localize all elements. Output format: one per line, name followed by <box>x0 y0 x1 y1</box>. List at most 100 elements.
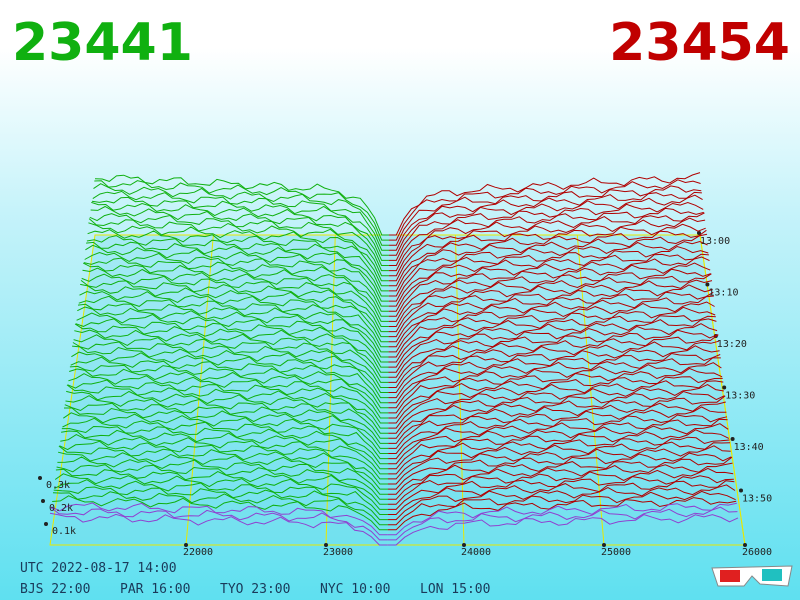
utc-time: UTC 2022-08-17 14:00 <box>20 561 177 576</box>
ask-depth-line <box>388 357 721 404</box>
ask-depth-line <box>388 334 719 383</box>
ask-depth-line <box>388 273 712 327</box>
bid-depth-line <box>75 318 389 368</box>
ask-depth-line <box>387 514 739 546</box>
time-tick-label: 13:00 <box>700 236 730 247</box>
ask-depth-line <box>388 390 725 434</box>
bid-depth-line <box>71 351 389 399</box>
depth-tick-label: 0.1k <box>52 526 76 537</box>
ask-depth-line <box>388 329 718 378</box>
ask-depth-line <box>388 223 706 282</box>
bid-depth-line <box>88 218 389 277</box>
ask-depth-line <box>388 462 733 500</box>
ask-price: 23454 <box>609 13 790 73</box>
bid-price: 23441 <box>12 13 193 73</box>
time-tick-label: 13:50 <box>742 494 772 505</box>
bid-depth-line <box>82 262 389 317</box>
tick-dot <box>730 437 735 441</box>
tick-dot <box>743 543 747 547</box>
time-tick-label: 13:30 <box>725 391 755 402</box>
bid-depth-line <box>60 434 389 475</box>
ask-depth-line <box>388 279 713 333</box>
bid-depth-line <box>55 468 388 505</box>
ask-depth-line <box>388 240 708 297</box>
bid-depth-line <box>50 507 388 541</box>
bid-depth-line <box>49 512 388 546</box>
bid-depth-line <box>78 295 389 348</box>
time-tick-label: 13:10 <box>708 288 738 299</box>
bid-depth-line <box>65 395 389 439</box>
bid-depth-line <box>87 229 389 287</box>
ask-depth-line <box>388 217 706 277</box>
ask-depth-line <box>388 268 711 322</box>
bid-depth-line <box>86 235 389 292</box>
city-time: BJS 22:00 <box>20 582 90 597</box>
ask-depth-line <box>388 194 703 256</box>
depth-tick-label: 0.3k <box>46 480 70 491</box>
price-tick-label: 23000 <box>323 547 353 558</box>
ask-depth-line <box>389 185 702 246</box>
bid-depth-line <box>91 201 389 261</box>
ask-depth-line <box>387 467 734 505</box>
ask-depth-line <box>388 384 724 429</box>
bid-depth-line <box>56 464 388 500</box>
tick-dot <box>41 499 45 503</box>
ask-depth-line <box>388 323 718 373</box>
tick-dot <box>44 522 48 526</box>
ask-depth-line <box>388 418 728 460</box>
tick-dot <box>722 385 727 390</box>
ask-depth-line <box>389 172 701 236</box>
bid-depth-line <box>69 368 389 414</box>
ask-depth-line <box>388 262 711 317</box>
ask-depth-line <box>388 212 705 272</box>
bid-depth-line <box>53 486 388 521</box>
ask-depth-line <box>388 306 716 358</box>
glasses-icon <box>711 565 793 587</box>
ask-depth-line <box>387 480 735 515</box>
bid-depth-line <box>58 445 388 485</box>
ask-depth-line <box>388 445 731 485</box>
bid-depth-line <box>66 384 389 429</box>
depth-lines <box>49 172 739 546</box>
tick-dot <box>324 543 328 547</box>
ask-depth-line <box>388 315 716 363</box>
bid-depth-line <box>88 222 389 282</box>
bid-depth-line <box>85 244 389 302</box>
ask-depth-line <box>388 380 724 424</box>
ask-depth-line <box>388 423 729 465</box>
ask-depth-line <box>388 207 704 266</box>
bid-depth-line <box>54 479 388 515</box>
ask-depth-line <box>388 401 726 444</box>
time-tick-label: 13:40 <box>734 442 764 453</box>
ask-depth-line <box>388 291 714 343</box>
tick-dot <box>705 282 710 287</box>
bid-depth-line <box>63 412 389 454</box>
city-time: PAR 16:00 <box>120 582 190 597</box>
bid-depth-line <box>61 429 389 470</box>
ask-depth-line <box>388 456 733 495</box>
ask-depth-line <box>388 362 722 409</box>
ask-depth-line <box>388 284 713 338</box>
bid-depth-line <box>72 345 389 393</box>
bid-depth-line <box>51 502 388 536</box>
tick-dot <box>697 231 701 235</box>
bid-depth-line <box>94 174 389 236</box>
bid-depth-line <box>80 279 389 333</box>
price-tick-label: 22000 <box>183 547 213 558</box>
tick-dot <box>184 543 188 547</box>
ask-depth-line <box>388 253 709 307</box>
ask-depth-line <box>388 245 709 302</box>
bid-depth-line <box>92 190 389 251</box>
ask-depth-line <box>387 497 737 531</box>
bid-depth-line <box>77 306 389 358</box>
bid-depth-line <box>74 329 389 378</box>
price-grid-line <box>699 234 746 546</box>
bid-depth-line <box>52 495 388 531</box>
bid-depth-line <box>69 364 389 409</box>
bid-depth-line <box>76 312 389 363</box>
ask-depth-line <box>388 406 727 449</box>
ask-depth-line <box>388 452 732 490</box>
ask-depth-line <box>388 295 714 348</box>
